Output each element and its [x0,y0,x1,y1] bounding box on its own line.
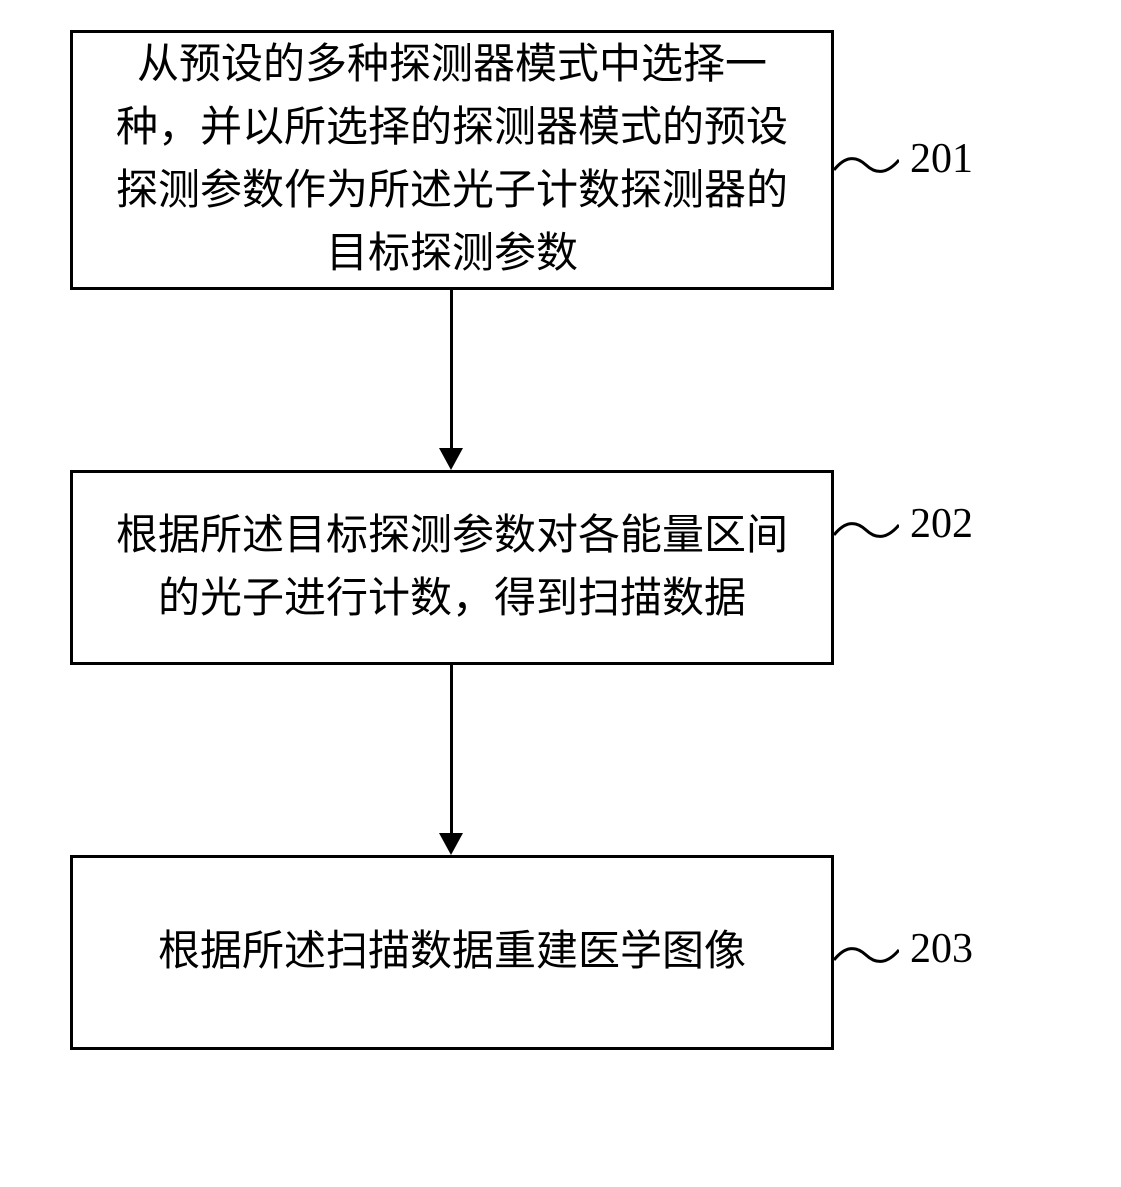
tilde-icon [834,145,899,185]
flow-node-1: 从预设的多种探测器模式中选择一种，并以所选择的探测器模式的预设探测参数作为所述光… [70,30,834,290]
arrow-2-line [450,665,453,833]
node-2-text: 根据所述目标探测参数对各能量区间的光子进行计数，得到扫描数据 [98,505,806,631]
arrow-1-head-icon [439,448,463,470]
arrow-1-line [450,290,453,448]
node-1-label: 201 [910,135,973,183]
tilde-connector-1 [834,145,899,185]
tilde-icon [834,935,899,975]
tilde-connector-2 [834,510,899,550]
node-1-text: 从预设的多种探测器模式中选择一种，并以所选择的探测器模式的预设探测参数作为所述光… [98,34,806,286]
node-3-text: 根据所述扫描数据重建医学图像 [158,921,746,984]
label-2-text: 202 [910,500,973,548]
tilde-connector-3 [834,935,899,975]
flow-node-2: 根据所述目标探测参数对各能量区间的光子进行计数，得到扫描数据 [70,470,834,665]
arrow-2-head-icon [439,833,463,855]
tilde-icon [834,510,899,550]
node-3-label: 203 [910,925,973,973]
label-3-text: 203 [910,925,973,973]
flow-node-3: 根据所述扫描数据重建医学图像 [70,855,834,1050]
node-2-label: 202 [910,500,973,548]
label-1-text: 201 [910,135,973,183]
